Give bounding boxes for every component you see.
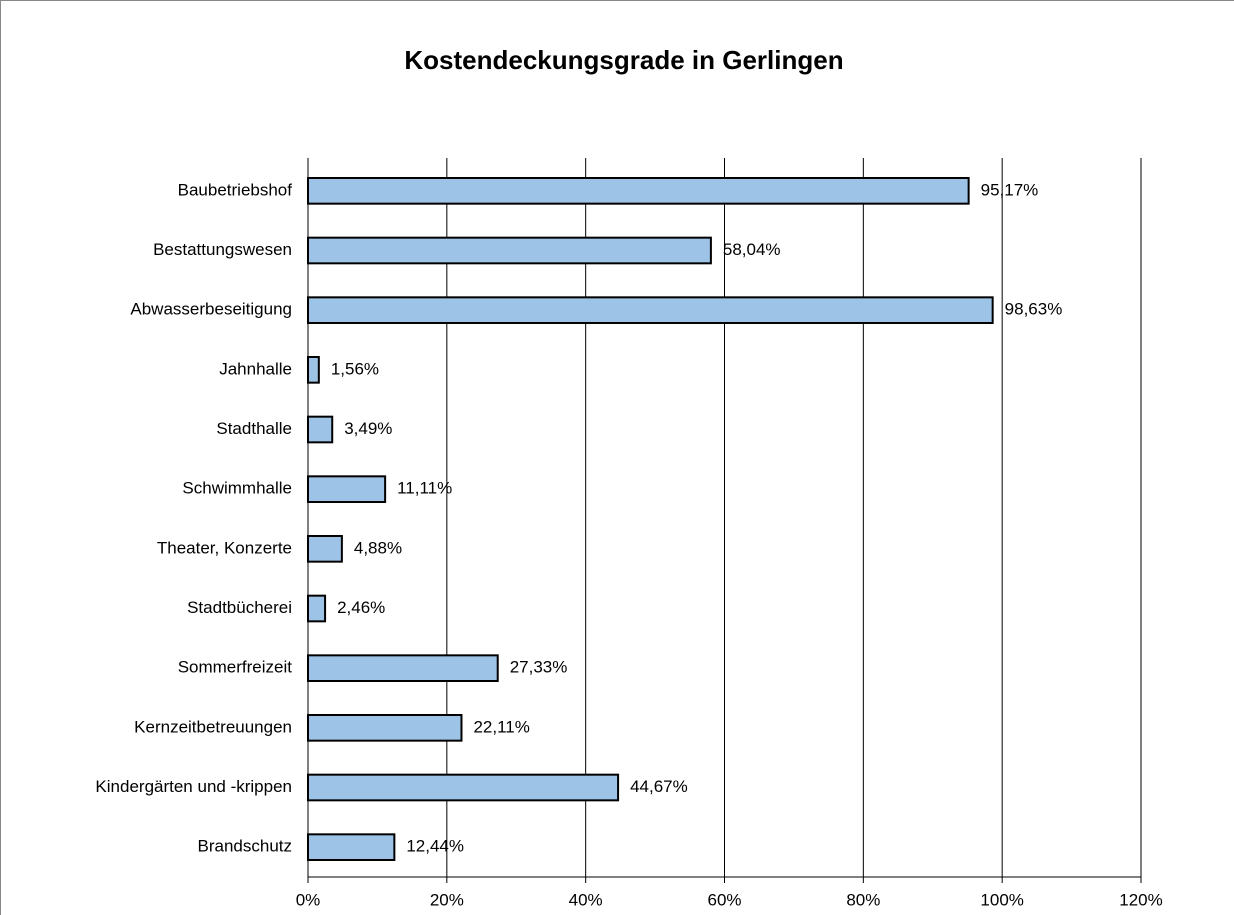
y-tick-label: Abwasserbeseitigung [130,300,292,319]
y-tick-label: Brandschutz [198,837,293,856]
data-label: 3,49% [344,419,392,438]
y-tick-label: Schwimmhalle [182,479,292,498]
data-label: 22,11% [473,717,529,736]
y-tick-label: Kindergärten und -krippen [95,777,292,796]
data-label: 95,17% [981,180,1039,199]
bar [307,356,320,384]
data-label: 2,46% [337,598,385,617]
x-tick-label: 80% [846,890,880,909]
x-tick-label: 40% [569,890,603,909]
y-tick-label: Bestattungswesen [153,240,292,259]
y-tick-label: Baubetriebshof [178,180,293,199]
bar [307,833,396,861]
y-tick-label: Stadtbücherei [187,598,292,617]
data-label: 1,56% [331,359,379,378]
data-label: 44,67% [630,777,688,796]
bar [307,535,343,563]
y-tick-label: Jahnhalle [219,359,292,378]
y-tick-label: Kernzeitbetreuungen [134,717,292,736]
bar [307,475,387,503]
bar [307,236,712,265]
bar [307,177,970,205]
data-label: 11,11% [397,479,452,498]
y-tick-label: Theater, Konzerte [157,538,292,557]
data-label: 98,63% [1005,300,1063,319]
x-tick-label: 0% [296,890,321,909]
x-tick-label: 20% [430,890,464,909]
bar [307,415,334,444]
bar [307,714,463,742]
data-label: 58,04% [723,240,781,259]
data-label: 12,44% [406,837,464,856]
bar [307,654,499,682]
x-tick-label: 60% [707,890,741,909]
bar [307,773,620,802]
chart-title: Kostendeckungsgrade in Gerlingen [404,45,843,75]
data-label: 4,88% [354,538,402,557]
x-tick-label: 100% [980,890,1023,909]
y-tick-label: Stadthalle [216,419,292,438]
bar [307,296,994,324]
data-label: 27,33% [510,658,568,677]
y-tick-label: Sommerfreizeit [178,658,293,677]
x-tick-label: 120% [1119,890,1162,909]
bar [307,594,327,623]
